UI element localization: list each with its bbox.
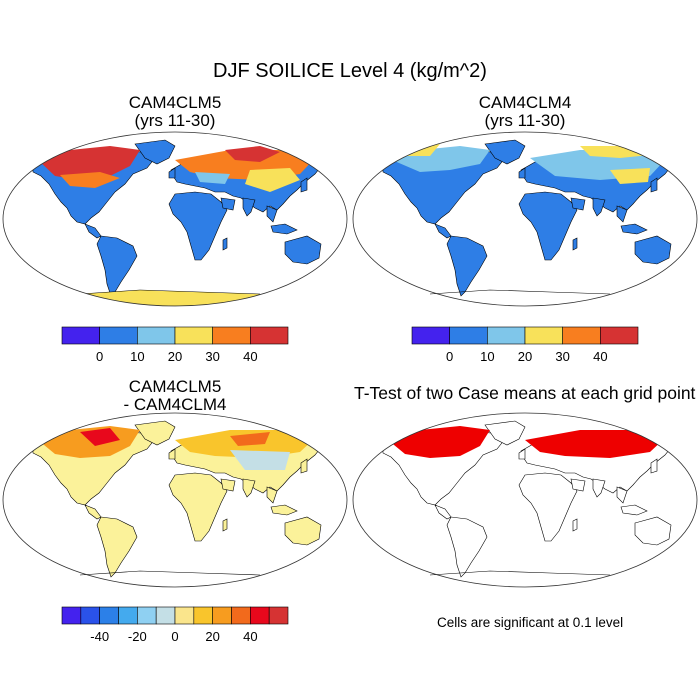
colorbar-cam4clm5: 0 10 20 30 40 bbox=[61, 326, 289, 364]
antarctica-outline bbox=[429, 570, 611, 576]
colorbar-difference: -40 -20 0 20 40 bbox=[61, 606, 289, 644]
map-cam4clm5 bbox=[2, 131, 348, 307]
map-border bbox=[352, 412, 698, 588]
colorbar-swatch bbox=[174, 606, 195, 625]
negative-anomaly-region bbox=[230, 450, 290, 470]
colorbar-swatch bbox=[174, 326, 213, 345]
map-border bbox=[2, 412, 348, 588]
panel-title-cam4clm5: CAM4CLM5 (yrs 11-30) bbox=[75, 94, 275, 130]
colorbar-swatch bbox=[250, 606, 270, 625]
panel-title-line1: CAM4CLM4 bbox=[478, 93, 572, 112]
colorbar-tick-label: 30 bbox=[205, 349, 219, 364]
panel-title-difference: CAM4CLM5 - CAM4CLM4 bbox=[75, 378, 275, 414]
high-soilice-region bbox=[225, 146, 280, 162]
high-soilice-region bbox=[38, 146, 140, 180]
mid-soilice-region bbox=[60, 172, 120, 188]
colorbar-tick-label: 30 bbox=[555, 349, 569, 364]
mid-low-soilice-region bbox=[195, 172, 230, 184]
panel-title-line1: CAM4CLM5 bbox=[128, 377, 222, 396]
significant-region bbox=[525, 430, 665, 458]
colorbar-tick-label: 0 bbox=[171, 629, 178, 644]
panel-title-line2: - CAM4CLM4 bbox=[123, 395, 227, 414]
low-soilice-region bbox=[610, 168, 650, 184]
significance-note: Cells are significant at 0.1 level bbox=[437, 615, 624, 630]
colorbar-tick-label: -40 bbox=[90, 629, 109, 644]
map-border bbox=[352, 131, 698, 307]
colorbar-swatch bbox=[600, 326, 639, 345]
colorbar-swatch bbox=[411, 326, 450, 345]
map-border bbox=[2, 131, 348, 307]
figure-title: DJF SOILICE Level 4 (kg/m^2) bbox=[213, 60, 487, 82]
panel-title-cam4clm4: CAM4CLM4 (yrs 11-30) bbox=[425, 94, 625, 130]
colorbar-tick-label: -20 bbox=[128, 629, 147, 644]
map-cam4clm4 bbox=[352, 131, 698, 307]
colorbar-swatch bbox=[99, 606, 119, 625]
colorbar-swatch bbox=[61, 326, 100, 345]
colorbar-swatch bbox=[524, 326, 563, 345]
colorbar-swatch bbox=[155, 606, 176, 625]
panel-title-line2: (yrs 11-30) bbox=[484, 111, 566, 130]
colorbar-tick-label: 20 bbox=[518, 349, 532, 364]
low-soilice-region bbox=[245, 168, 300, 192]
colorbar-swatch bbox=[268, 606, 289, 625]
colorbar-swatch bbox=[562, 326, 601, 345]
colorbar-tick-label: 20 bbox=[205, 629, 219, 644]
colorbar-tick-label: 10 bbox=[130, 349, 144, 364]
panel-title-line1: CAM4CLM5 bbox=[128, 93, 222, 112]
colorbar-tick-label: 0 bbox=[446, 349, 453, 364]
strong-positive-anomaly bbox=[230, 432, 270, 446]
panel-title-line2: (yrs 11-30) bbox=[134, 111, 216, 130]
colorbar-swatch bbox=[231, 606, 251, 625]
colorbar-tick-label: 10 bbox=[480, 349, 494, 364]
colorbar-tick-label: 20 bbox=[168, 349, 182, 364]
map-ttest bbox=[352, 412, 698, 588]
colorbar-tick-label: 0 bbox=[96, 349, 103, 364]
colorbar-swatch bbox=[99, 326, 138, 345]
colorbar-swatch bbox=[449, 326, 488, 345]
colorbar-cam4clm4: 0 10 20 30 40 bbox=[411, 326, 639, 364]
map-difference bbox=[2, 412, 348, 588]
colorbar-tick-label: 40 bbox=[593, 349, 607, 364]
colorbar-swatch bbox=[487, 326, 526, 345]
colorbar-swatch bbox=[250, 326, 289, 345]
colorbar-swatch bbox=[137, 606, 157, 625]
colorbar-swatch bbox=[212, 326, 251, 345]
panel-title-ttest: T-Test of two Case means at each grid po… bbox=[354, 383, 696, 403]
colorbar-swatch bbox=[61, 606, 82, 625]
colorbar-swatch bbox=[118, 606, 138, 625]
colorbar-swatch bbox=[80, 606, 100, 625]
colorbar-swatch bbox=[193, 606, 213, 625]
strong-positive-anomaly bbox=[80, 428, 120, 446]
colorbar-tick-label: 40 bbox=[243, 349, 257, 364]
colorbar-swatch bbox=[212, 606, 232, 625]
colorbar-swatch bbox=[137, 326, 176, 345]
colorbar-tick-label: 40 bbox=[243, 629, 257, 644]
antarctica-outline bbox=[429, 289, 611, 295]
antarctica-outline bbox=[79, 570, 261, 576]
